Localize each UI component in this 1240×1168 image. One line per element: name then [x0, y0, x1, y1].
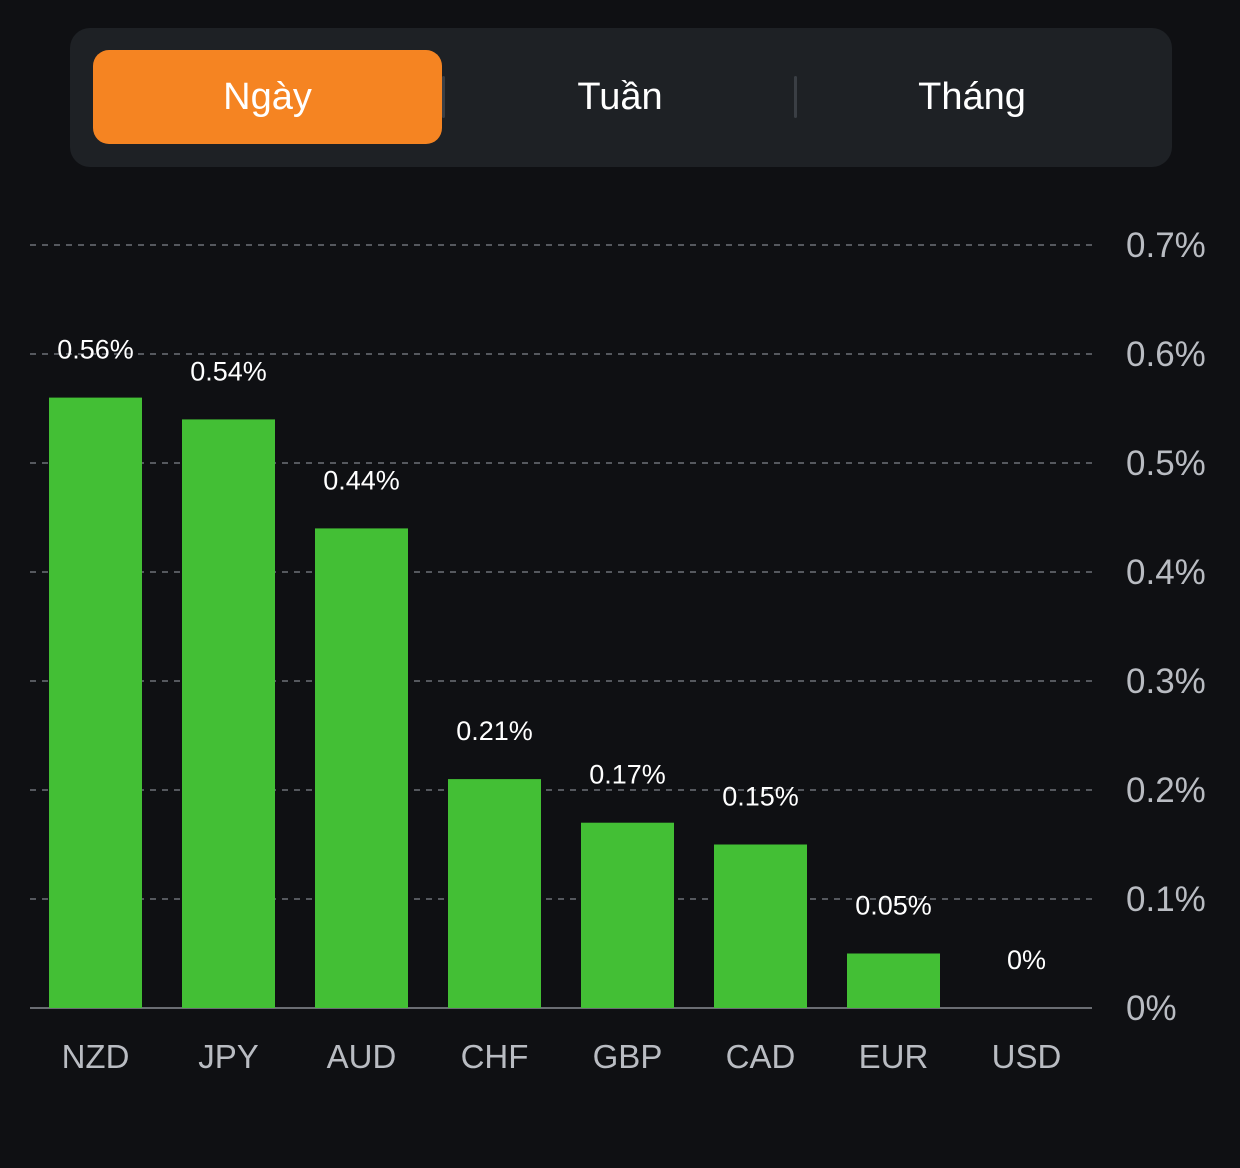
tab-divider — [442, 76, 445, 118]
bar-gbp[interactable] — [581, 822, 674, 1008]
data-label: 0.44% — [323, 465, 400, 495]
data-label: 0.21% — [456, 716, 533, 746]
tab-divider — [794, 76, 797, 118]
category-label: NZD — [62, 1038, 130, 1075]
y-tick-label: 0.3% — [1126, 662, 1206, 701]
y-tick-label: 0.1% — [1126, 880, 1206, 919]
tab-week[interactable]: Tuần — [577, 75, 663, 118]
category-label: AUD — [327, 1038, 397, 1075]
bar-chf[interactable] — [448, 779, 541, 1008]
data-label: 0.15% — [722, 782, 799, 812]
y-tick-label: 0.5% — [1126, 444, 1206, 483]
y-tick-label: 0.6% — [1126, 335, 1206, 374]
labels: 0% 0.1% 0.2% 0.3% 0.4% 0.5% 0.6% 0.7% 0.56% NZD 0.… — [57, 226, 1206, 1075]
bar-aud[interactable] — [315, 528, 408, 1008]
data-label: 0.17% — [589, 760, 666, 790]
tab-month[interactable]: Tháng — [918, 75, 1026, 118]
data-label: 0.56% — [57, 335, 134, 365]
y-tick-label: 0% — [1126, 989, 1177, 1028]
data-label: 0% — [1007, 945, 1046, 975]
category-label: USD — [992, 1038, 1062, 1075]
data-label: 0.05% — [855, 891, 932, 921]
bar-jpy[interactable] — [182, 419, 275, 1008]
bar-cad[interactable] — [714, 844, 807, 1009]
category-label: CHF — [461, 1038, 529, 1075]
data-label: 0.54% — [190, 356, 267, 386]
category-label: GBP — [593, 1038, 663, 1075]
bar-nzd[interactable] — [49, 397, 142, 1009]
period-segmented-control: Ngày Tuần Tháng — [70, 28, 1172, 167]
bar-eur[interactable] — [847, 953, 940, 1009]
tab-day[interactable]: Ngày — [93, 50, 442, 144]
category-label: JPY — [198, 1038, 259, 1075]
y-tick-label: 0.4% — [1126, 553, 1206, 592]
y-tick-label: 0.2% — [1126, 771, 1206, 810]
category-label: CAD — [726, 1038, 796, 1075]
y-tick-label: 0.7% — [1126, 226, 1206, 265]
category-label: EUR — [859, 1038, 929, 1075]
bars — [49, 397, 940, 1009]
